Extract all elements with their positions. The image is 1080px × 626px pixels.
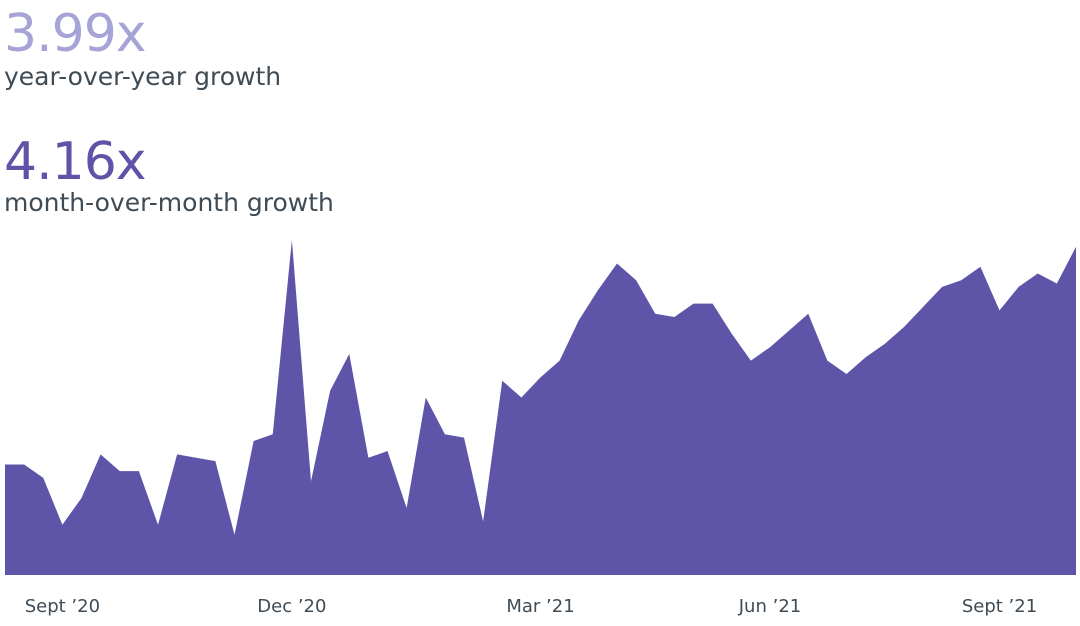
x-tick-label: Dec ’20	[257, 596, 326, 617]
x-tick-label: Sept ’21	[962, 596, 1037, 617]
mom-growth-value: 4.16x	[4, 132, 147, 192]
x-tick-label: Jun ’21	[738, 596, 801, 617]
growth-area-series	[5, 240, 1076, 575]
yoy-growth-value: 3.99x	[4, 4, 147, 64]
x-tick-label: Sept ’20	[25, 596, 100, 617]
yoy-growth-label: year-over-year growth	[4, 62, 282, 91]
x-axis-ticks: Sept ’20 Dec ’20 Mar ’21 Jun ’21 Sept ’21	[25, 596, 1037, 617]
mom-growth-label: month-over-month growth	[4, 188, 334, 217]
x-tick-label: Mar ’21	[506, 596, 574, 617]
